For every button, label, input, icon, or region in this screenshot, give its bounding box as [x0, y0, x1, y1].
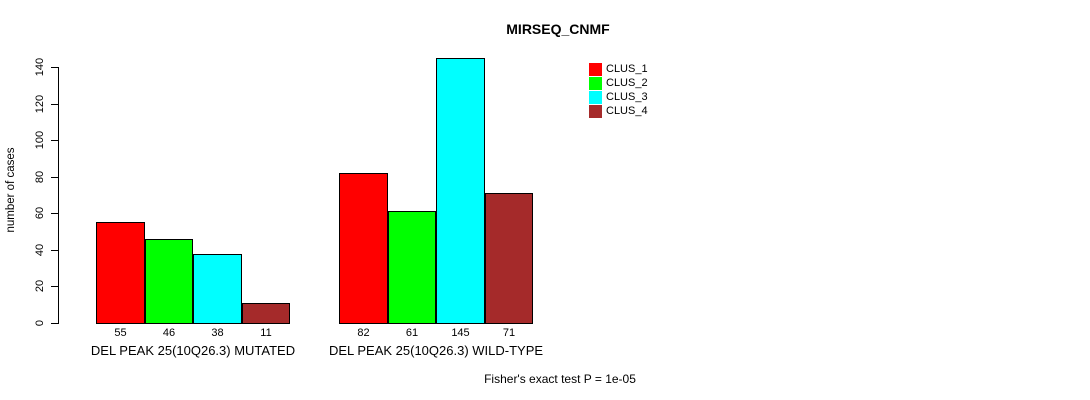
legend-item-clus_3: CLUS_3 — [589, 90, 648, 104]
y-tick-label: 100 — [34, 130, 46, 150]
y-tick-label: 40 — [34, 243, 46, 257]
bar-clus_4-group2 — [485, 193, 533, 324]
bar-value-label: 71 — [502, 327, 516, 339]
legend-item-clus_1: CLUS_1 — [589, 62, 648, 76]
y-tick-mark — [51, 213, 58, 214]
bar-value-label: 61 — [405, 327, 419, 339]
y-tick-label: 120 — [34, 94, 46, 114]
legend-swatch-icon — [589, 62, 602, 76]
bar-clus_1-group1 — [96, 222, 145, 324]
legend-swatch-icon — [589, 76, 602, 90]
bar-value-label: 38 — [211, 327, 224, 339]
y-tick-label: 60 — [34, 206, 46, 220]
bar-value-label: 46 — [162, 327, 176, 339]
legend-swatch-icon — [589, 90, 602, 104]
legend-item-clus_4: CLUS_4 — [589, 104, 648, 118]
bar-clus_1-group2 — [339, 173, 388, 324]
chart-title: MIRSEQ_CNMF — [506, 21, 610, 37]
y-tick-label: 20 — [34, 279, 46, 293]
y-tick-mark — [51, 67, 58, 68]
bar-clus_3-group2 — [436, 58, 485, 324]
y-axis-title: number of cases — [5, 147, 17, 233]
group-label-1: DEL PEAK 25(10Q26.3) MUTATED — [90, 343, 296, 358]
y-tick-mark — [51, 250, 58, 251]
legend: CLUS_1 CLUS_2 CLUS_3 CLUS_4 — [589, 62, 648, 118]
y-tick-label: 0 — [34, 319, 46, 327]
legend-label: CLUS_2 — [606, 77, 648, 89]
legend-label: CLUS_1 — [606, 63, 648, 75]
group-label-2: DEL PEAK 25(10Q26.3) WILD-TYPE — [328, 343, 544, 358]
legend-label: CLUS_4 — [606, 105, 648, 117]
bar-value-label: 55 — [114, 327, 127, 339]
y-tick-label: 140 — [34, 57, 46, 77]
y-tick-mark — [51, 104, 58, 105]
bar-clus_4-group1 — [242, 303, 290, 324]
legend-swatch-icon — [589, 104, 602, 118]
bar-value-label: 145 — [451, 327, 470, 339]
legend-label: CLUS_3 — [606, 91, 648, 103]
y-tick-label: 80 — [34, 170, 46, 184]
bar-clus_2-group2 — [388, 211, 436, 324]
y-axis-line — [58, 67, 59, 324]
y-tick-mark — [51, 140, 58, 141]
y-tick-mark — [51, 177, 58, 178]
bar-value-label: 11 — [260, 327, 272, 339]
legend-item-clus_2: CLUS_2 — [589, 76, 648, 90]
bar-value-label: 82 — [357, 327, 370, 339]
y-tick-mark — [51, 286, 58, 287]
y-tick-mark — [51, 323, 58, 324]
bar-clus_2-group1 — [145, 239, 193, 324]
bar-clus_3-group1 — [193, 254, 242, 324]
annotation-fisher-test: Fisher's exact test P = 1e-05 — [484, 372, 636, 386]
